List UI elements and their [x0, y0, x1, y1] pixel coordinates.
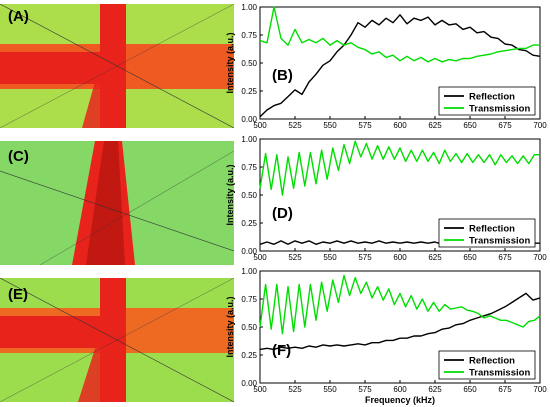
- y-tick-label: 1.00: [241, 135, 257, 144]
- chart-panel-label: (B): [272, 67, 293, 84]
- series-line-reflection: [259, 292, 541, 351]
- y-tick-label: 0.00: [241, 115, 257, 124]
- legend-entry: Reflection: [469, 356, 515, 367]
- heatmap-panel-c: [0, 141, 234, 265]
- series-line-transmission: [259, 6, 540, 63]
- x-tick-label: 625: [428, 121, 442, 130]
- x-tick-label: 625: [428, 385, 442, 394]
- x-tick-label: 550: [323, 385, 337, 394]
- panel-label-e: (E): [8, 286, 28, 303]
- x-tick-label: 650: [463, 253, 477, 262]
- y-tick-label: 0.50: [241, 191, 257, 200]
- panel-label-c: (C): [8, 148, 29, 165]
- legend-box: [438, 218, 536, 248]
- y-tick-label: 0.75: [241, 295, 257, 304]
- legend-entry: Transmission: [469, 104, 530, 115]
- y-axis-title: Intensity (a.u.): [225, 32, 235, 93]
- x-tick-label: 650: [463, 385, 477, 394]
- series-line-transmission: [259, 274, 541, 335]
- y-axis-title: Intensity (a.u.): [225, 164, 235, 225]
- y-tick-label: 0.25: [241, 351, 257, 360]
- x-tick-label: 525: [288, 385, 302, 394]
- x-tick-label: 500: [253, 121, 267, 130]
- x-tick-label: 625: [428, 253, 442, 262]
- heatmap-panel-a: [0, 4, 234, 128]
- x-tick-label: 700: [533, 121, 547, 130]
- y-axis-title: Intensity (a.u.): [225, 296, 235, 357]
- series-line-transmission: [259, 140, 540, 196]
- heatmap-panel-e: [0, 278, 234, 402]
- chart-panel-label: (F): [272, 342, 291, 359]
- x-tick-label: 550: [323, 121, 337, 130]
- x-tick-label: 525: [288, 253, 302, 262]
- x-tick-label: 575: [358, 121, 372, 130]
- x-tick-label: 500: [253, 385, 267, 394]
- chart-3: 500 525 550 575 600 625 650 675 700 0.00 0.25 0.50 0…: [225, 267, 547, 405]
- x-tick-label: 575: [358, 253, 372, 262]
- x-tick-label: 600: [393, 385, 407, 394]
- x-tick-label: 675: [498, 253, 512, 262]
- x-tick-label: 675: [498, 121, 512, 130]
- y-tick-label: 0.75: [241, 31, 257, 40]
- heatmap-image-a: [0, 4, 234, 128]
- x-tick-label: 600: [393, 121, 407, 130]
- heatmap-image-c: [0, 141, 234, 265]
- y-tick-label: 1.00: [241, 267, 257, 276]
- legend-box: [438, 350, 536, 380]
- chart-2: 500 525 550 575 600 625 650 675 700 0.00 0.25 0.50 0…: [225, 135, 547, 262]
- y-tick-label: 0.75: [241, 163, 257, 172]
- panel-label-a: (A): [8, 8, 29, 25]
- x-tick-label: 500: [253, 253, 267, 262]
- x-tick-label: 675: [498, 385, 512, 394]
- legend-entry: Reflection: [469, 224, 515, 235]
- heatmap-image-e: [0, 278, 234, 402]
- x-tick-label: 525: [288, 121, 302, 130]
- x-tick-label: 700: [533, 253, 547, 262]
- x-axis-title: Frequency (kHz): [365, 395, 435, 405]
- chart-1: 500 525 550 575 600 625 650 675 700 0.00 0.25 0.50 0…: [225, 3, 547, 130]
- x-tick-label: 650: [463, 121, 477, 130]
- legend-box: [438, 86, 536, 116]
- y-tick-label: 0.50: [241, 59, 257, 68]
- x-tick-label: 550: [323, 253, 337, 262]
- y-tick-label: 0.00: [241, 379, 257, 388]
- series-line-reflection: [259, 14, 541, 118]
- y-tick-label: 0.25: [241, 219, 257, 228]
- y-tick-label: 0.50: [241, 323, 257, 332]
- y-tick-label: 0.25: [241, 87, 257, 96]
- legend-entry: Reflection: [469, 92, 515, 103]
- legend-entry: Transmission: [469, 368, 530, 379]
- y-tick-label: 1.00: [241, 3, 257, 12]
- y-tick-label: 0.00: [241, 247, 257, 256]
- x-tick-label: 575: [358, 385, 372, 394]
- x-tick-label: 600: [393, 253, 407, 262]
- chart-panel-label: (D): [272, 205, 293, 222]
- x-tick-label: 700: [533, 385, 547, 394]
- legend-entry: Transmission: [469, 236, 530, 247]
